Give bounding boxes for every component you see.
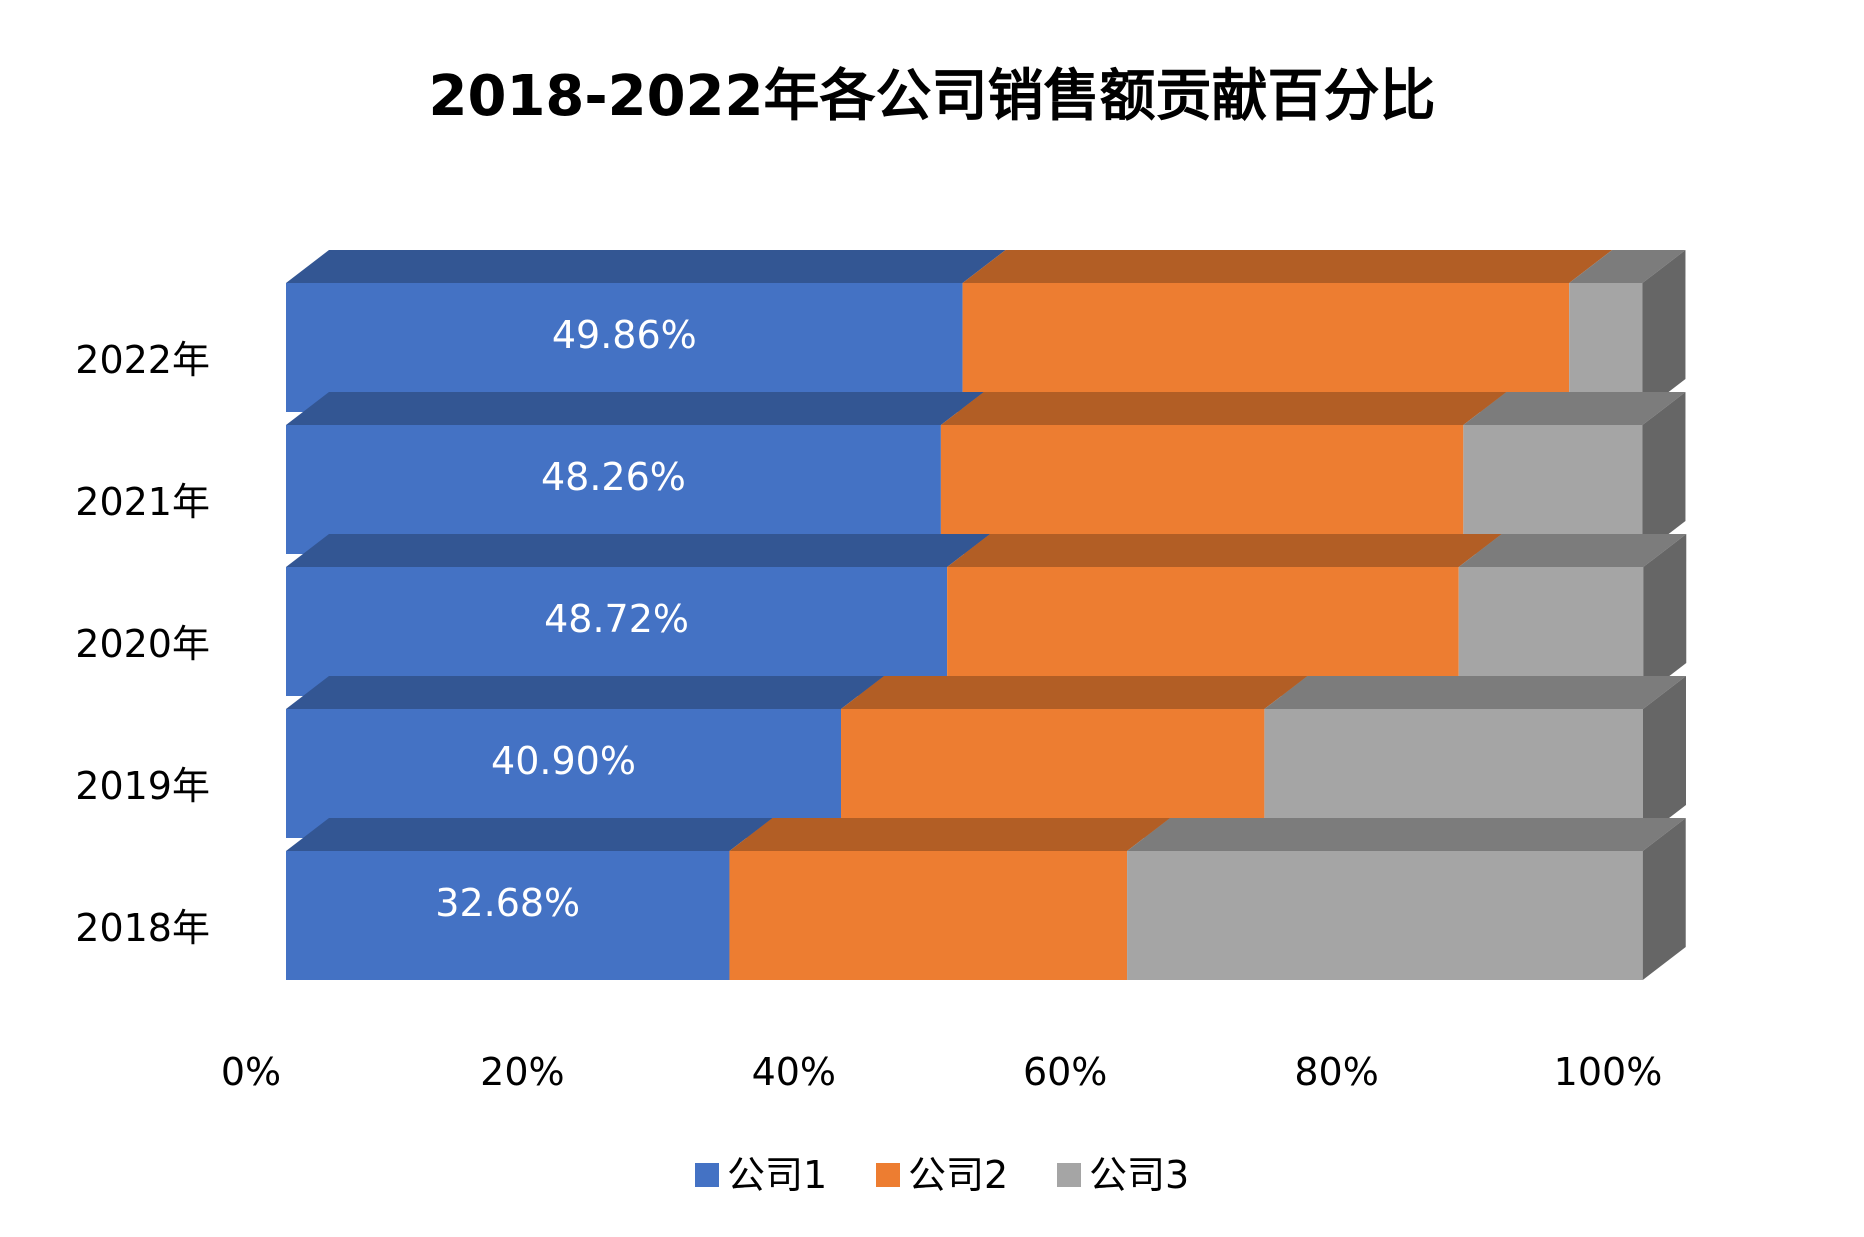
legend-swatch <box>695 1163 719 1187</box>
legend-label: 公司1 <box>727 1153 827 1197</box>
bar-top-公司3 <box>1569 250 1686 283</box>
bar-side <box>1643 676 1686 838</box>
bar-top-公司1 <box>286 250 1006 283</box>
bar-top-公司1 <box>286 676 885 709</box>
chart-title: 2018-2022年各公司销售额贡献百分比 <box>429 64 1436 129</box>
bar-公司1 <box>286 425 941 554</box>
bar-公司3 <box>1264 709 1643 838</box>
bar-top-公司2 <box>962 250 1613 283</box>
x-tick-label: 60% <box>1023 1050 1107 1094</box>
x-tick-label: 40% <box>752 1050 836 1094</box>
legend-item-公司3: 公司3 <box>1057 1153 1189 1197</box>
bar-side <box>1642 392 1686 554</box>
bar-top-公司2 <box>947 534 1502 567</box>
bar-top-公司2 <box>940 392 1507 425</box>
bar-公司3 <box>1458 567 1644 696</box>
legend-item-公司1: 公司1 <box>695 1153 827 1197</box>
bar-group-2021年: 48.26% <box>286 392 1686 554</box>
y-tick-label: 2019年 <box>75 764 210 808</box>
y-axis-labels: 2022年 2021年 2020年 2019年 2018年 <box>75 338 210 950</box>
legend: 公司1 公司2 公司3 <box>695 1153 1189 1197</box>
bar-top-公司3 <box>1127 818 1686 851</box>
bar-公司2 <box>841 709 1265 838</box>
x-tick-label: 20% <box>480 1050 564 1094</box>
legend-swatch <box>876 1163 900 1187</box>
y-tick-label: 2018年 <box>75 906 210 950</box>
bar-group-2018年: 32.68% <box>286 818 1686 980</box>
data-label: 49.86% <box>552 313 697 357</box>
bar-group-2020年: 48.72% <box>286 534 1687 696</box>
bar-公司2 <box>947 567 1459 696</box>
bar-side <box>1643 534 1687 696</box>
bar-top-公司3 <box>1458 534 1687 567</box>
bar-公司1 <box>286 709 842 838</box>
bar-公司3 <box>1127 851 1643 980</box>
legend-label: 公司2 <box>908 1153 1008 1197</box>
bar-公司1 <box>286 283 963 412</box>
bar-公司2 <box>962 283 1570 412</box>
bar-公司1 <box>286 567 948 696</box>
data-label: 48.72% <box>544 597 689 641</box>
bar-top-公司1 <box>286 392 984 425</box>
x-axis-ticks: 0% 20% 40% 60% 80% 100% <box>221 1050 1662 1094</box>
bar-top-公司2 <box>729 818 1171 851</box>
data-label: 48.26% <box>541 455 686 499</box>
bar-公司1 <box>286 851 730 980</box>
data-label: 40.90% <box>491 739 636 783</box>
x-tick-label: 0% <box>221 1050 281 1094</box>
data-label: 32.68% <box>435 881 580 925</box>
x-tick-label: 100% <box>1554 1050 1663 1094</box>
legend-item-公司2: 公司2 <box>876 1153 1008 1197</box>
y-tick-label: 2021年 <box>75 480 210 524</box>
bar-side <box>1642 818 1686 980</box>
legend-label: 公司3 <box>1089 1153 1189 1197</box>
bar-公司3 <box>1463 425 1643 554</box>
x-tick-label: 80% <box>1294 1050 1378 1094</box>
bar-公司2 <box>940 425 1464 554</box>
bar-group-2022年: 49.86% <box>286 250 1686 412</box>
bar-top-公司2 <box>841 676 1308 709</box>
bar-公司2 <box>729 851 1128 980</box>
bar-side <box>1642 250 1686 412</box>
bar-group-2019年: 40.90% <box>286 676 1686 838</box>
legend-swatch <box>1057 1163 1081 1187</box>
y-tick-label: 2022年 <box>75 338 210 382</box>
bar-公司3 <box>1569 283 1643 412</box>
bar-top-公司1 <box>286 818 773 851</box>
bar-top-公司3 <box>1463 392 1686 425</box>
bars: 49.86% 48.26% 48.72% 40.90% 32.68% <box>286 250 1687 980</box>
bar-top-公司3 <box>1264 676 1686 709</box>
bar-top-公司1 <box>286 534 991 567</box>
y-tick-label: 2020年 <box>75 622 210 666</box>
